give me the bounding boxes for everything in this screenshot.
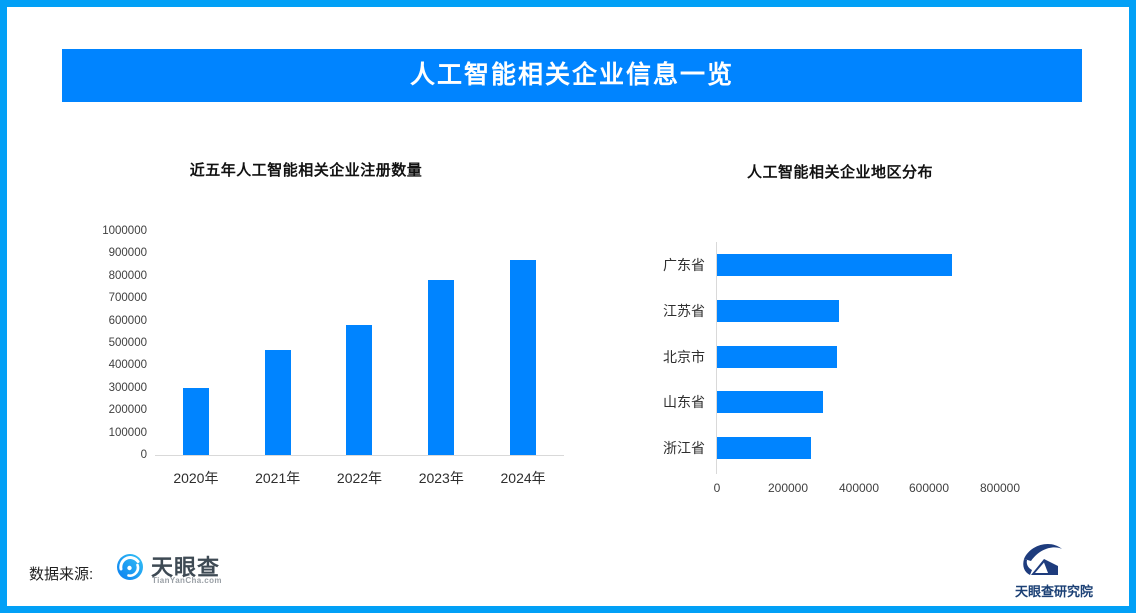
- bar-2021年: [264, 350, 291, 455]
- data-source-label: 数据来源:: [29, 566, 94, 583]
- bar-2022年: [346, 325, 373, 455]
- bar-2023年: [428, 280, 455, 455]
- x-axis-category-label: 2022年: [336, 470, 383, 486]
- category-label-江苏省: 江苏省: [663, 303, 705, 319]
- bar-column: [400, 231, 482, 455]
- tianyancha-logo-icon: [117, 554, 143, 580]
- bar-浙江省: [717, 437, 811, 459]
- right-chart-title: 人工智能相关企业地区分布: [746, 164, 933, 181]
- y-axis-tick-label: 500000: [108, 337, 147, 349]
- y-axis-tick-label: 600000: [108, 314, 147, 327]
- y-axis-tick-label: 700000: [108, 292, 147, 305]
- bar-column: [319, 231, 401, 455]
- left-chart-plot-area: [155, 231, 564, 456]
- left-chart-title: 近五年人工智能相关企业注册数量: [189, 162, 423, 179]
- x-axis-tick-label: 600000: [908, 481, 950, 495]
- y-axis-tick-label: 800000: [108, 269, 147, 282]
- bar-2024年: [510, 260, 537, 455]
- bar-江苏省: [717, 300, 839, 322]
- bar-山东省: [717, 391, 823, 413]
- research-institute-logo-icon: [1023, 544, 1062, 575]
- category-label-广东省: 广东省: [663, 257, 705, 273]
- research-institute-logo-text: 天眼查研究院: [1014, 584, 1093, 599]
- x-axis-tick-label: 800000: [979, 481, 1021, 495]
- y-axis-tick-label: 900000: [108, 247, 147, 260]
- bar-column: [482, 231, 564, 455]
- category-label-山东省: 山东省: [663, 394, 705, 410]
- category-label-浙江省: 浙江省: [663, 440, 705, 456]
- y-axis-tick-label: 200000: [108, 404, 147, 417]
- category-label-北京市: 北京市: [663, 349, 705, 365]
- y-axis-tick-label: 100000: [108, 426, 147, 439]
- bar-北京市: [717, 346, 837, 368]
- y-axis-tick-label: 300000: [108, 381, 147, 394]
- banner-title: 人工智能相关企业信息一览: [62, 49, 1082, 102]
- bar-column: [237, 231, 319, 455]
- x-axis-tick-label: 0: [713, 481, 721, 495]
- y-axis-tick-label: 1000000: [102, 225, 147, 237]
- x-axis-tick-label: 200000: [767, 481, 809, 495]
- x-axis-category-label: 2024年: [500, 470, 546, 486]
- bar-column: [155, 231, 237, 455]
- left-chart-y-axis: 0 100000 200000 300000 400000 500000 600000 700…: [61, 0, 147, 613]
- y-axis-tick-label: 400000: [108, 359, 147, 372]
- x-axis-tick-label: 400000: [838, 481, 880, 495]
- x-axis-category-label: 2023年: [418, 470, 464, 486]
- tianyancha-domain-text: TianYanCha.com: [152, 576, 222, 585]
- bar-2020年: [182, 388, 209, 455]
- left-chart-x-axis: 2020年 2021年 2022年 2023年 2024年: [155, 468, 564, 488]
- right-chart-axis-line: [716, 242, 717, 474]
- bar-广东省: [717, 254, 952, 276]
- y-axis-tick-label: 0: [140, 449, 147, 461]
- x-axis-category-label: 2020年: [173, 470, 219, 486]
- x-axis-category-label: 2021年: [255, 470, 301, 486]
- tianyancha-logo-text: 天眼查: [151, 555, 221, 580]
